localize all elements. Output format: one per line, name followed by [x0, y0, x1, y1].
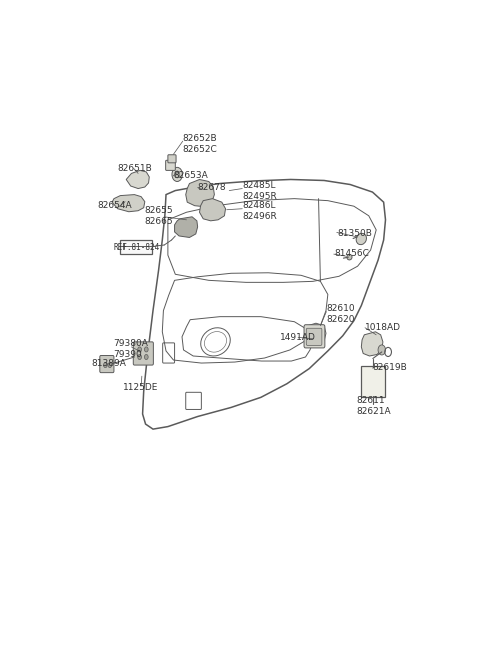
Text: 82654A: 82654A: [97, 201, 132, 210]
Text: 82651B: 82651B: [118, 164, 153, 173]
Polygon shape: [126, 170, 149, 189]
Polygon shape: [186, 179, 215, 207]
FancyBboxPatch shape: [100, 356, 114, 373]
FancyBboxPatch shape: [304, 325, 325, 348]
Text: 82678: 82678: [198, 183, 226, 191]
Text: REF.81-824: REF.81-824: [113, 242, 159, 252]
Circle shape: [175, 171, 180, 178]
FancyBboxPatch shape: [360, 366, 385, 398]
Polygon shape: [112, 195, 145, 212]
Text: 81389A: 81389A: [92, 358, 127, 367]
Text: 82611
82621A: 82611 82621A: [356, 396, 391, 417]
Circle shape: [144, 354, 148, 360]
Text: 1018AD: 1018AD: [365, 324, 401, 332]
Text: 79380A
79390: 79380A 79390: [113, 339, 148, 359]
Polygon shape: [175, 217, 198, 238]
Text: 82486L
82496R: 82486L 82496R: [242, 200, 277, 221]
FancyBboxPatch shape: [120, 240, 152, 253]
Circle shape: [144, 347, 148, 352]
Text: 82485L
82495R: 82485L 82495R: [242, 181, 277, 200]
Text: 81350B: 81350B: [337, 229, 372, 238]
Ellipse shape: [347, 254, 352, 260]
Circle shape: [172, 168, 182, 181]
Text: 81456C: 81456C: [335, 249, 370, 257]
Text: 82619B: 82619B: [372, 363, 407, 372]
Circle shape: [138, 354, 142, 360]
Polygon shape: [200, 198, 226, 221]
Circle shape: [108, 363, 112, 367]
Circle shape: [378, 345, 385, 355]
Polygon shape: [361, 332, 383, 356]
FancyBboxPatch shape: [306, 328, 322, 345]
Ellipse shape: [356, 233, 366, 245]
Text: 1125DE: 1125DE: [123, 383, 158, 392]
FancyBboxPatch shape: [133, 342, 154, 365]
Circle shape: [138, 347, 142, 352]
Text: 82652B
82652C: 82652B 82652C: [183, 134, 217, 154]
Text: 82610
82620: 82610 82620: [326, 303, 355, 324]
Text: 82655
82665: 82655 82665: [145, 206, 173, 226]
Text: 82653A: 82653A: [173, 171, 208, 180]
FancyBboxPatch shape: [168, 155, 176, 163]
Text: 1491AD: 1491AD: [279, 333, 315, 342]
FancyBboxPatch shape: [166, 160, 175, 170]
Circle shape: [104, 363, 107, 367]
